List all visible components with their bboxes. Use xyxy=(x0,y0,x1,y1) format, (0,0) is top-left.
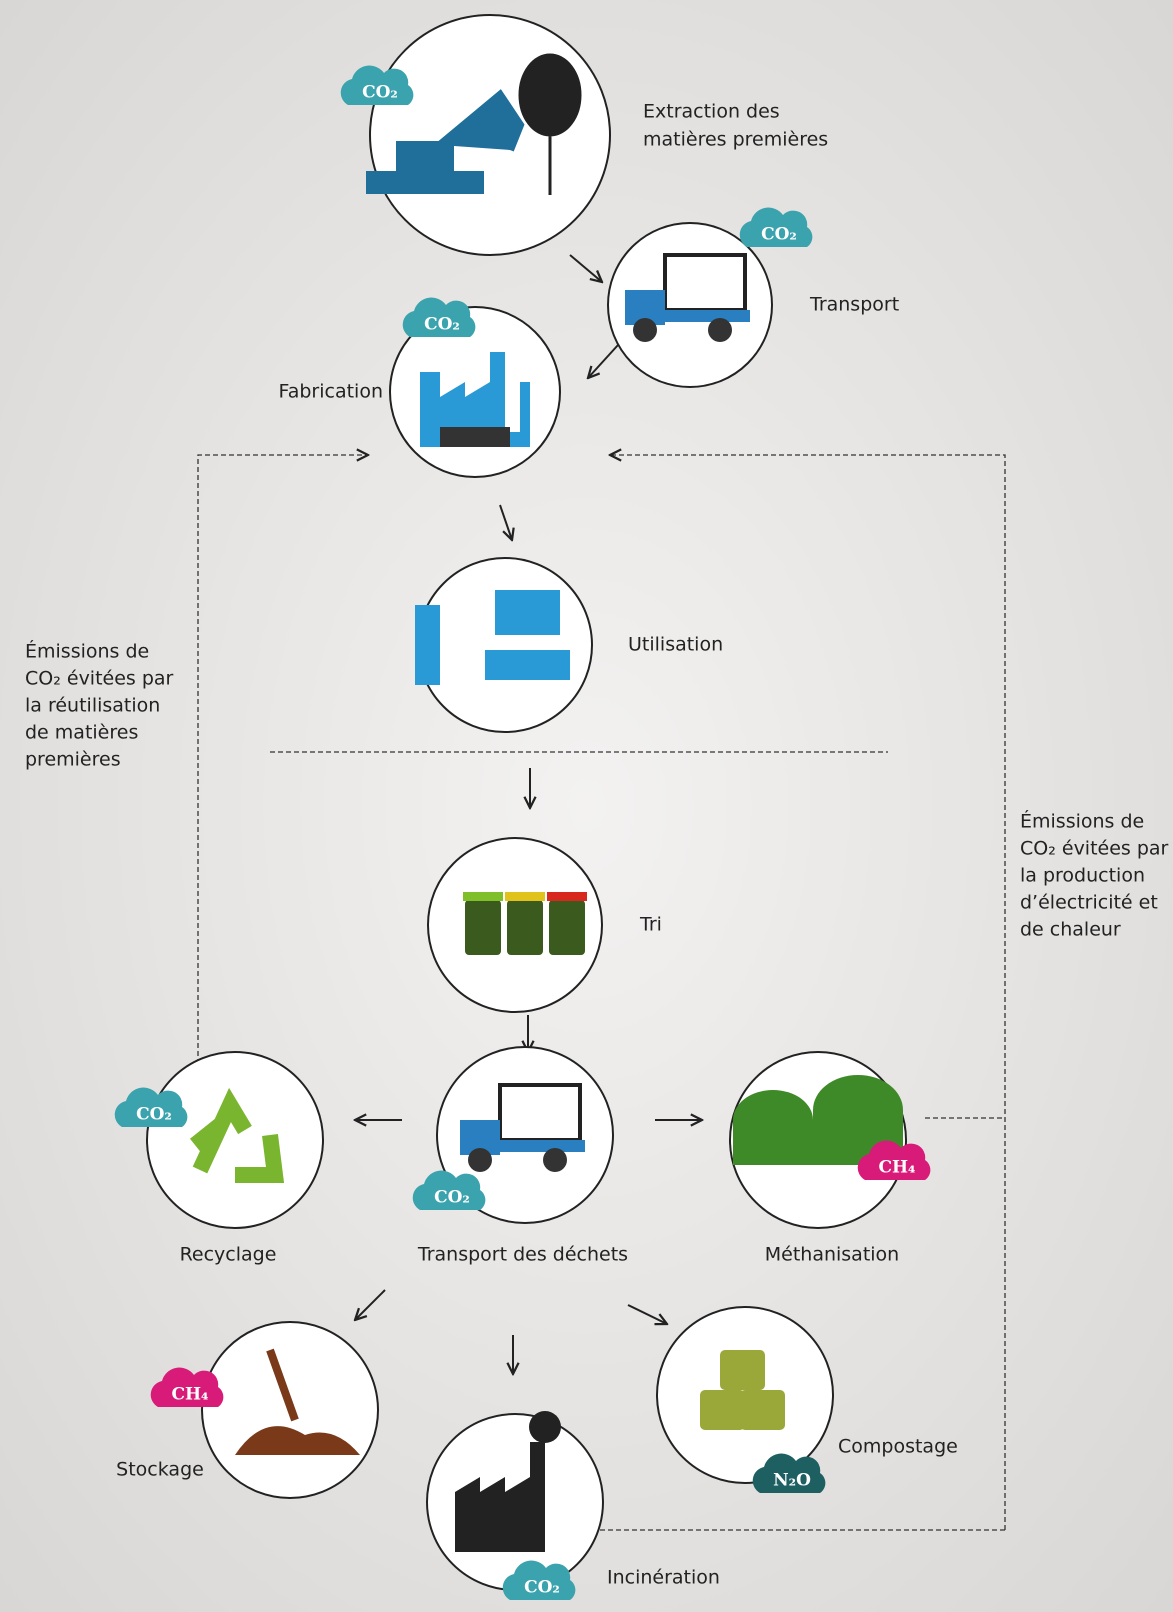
side-note: de matières xyxy=(25,722,138,744)
bin-lid xyxy=(547,892,587,901)
bin-icon xyxy=(465,900,501,955)
badge-text: CO₂ xyxy=(434,1188,470,1208)
compost-box xyxy=(700,1390,745,1430)
smoke-icon xyxy=(529,1411,561,1443)
bin-lid xyxy=(505,892,545,901)
side-note: de chaleur xyxy=(1020,919,1121,941)
node-label: Stockage xyxy=(116,1459,204,1481)
side-note: CO₂ évitées par xyxy=(1020,838,1169,860)
bin-lid xyxy=(463,892,503,901)
badge-text: CO₂ xyxy=(524,1578,560,1598)
screen-icon xyxy=(495,590,560,635)
badge-text: CH₄ xyxy=(171,1385,208,1405)
truck-bed xyxy=(495,1140,585,1152)
factory-base xyxy=(440,427,510,447)
badge-text: CO₂ xyxy=(362,83,398,103)
node-label: Transport xyxy=(809,294,899,316)
badge-text: CO₂ xyxy=(424,315,460,335)
truck-wheel xyxy=(708,318,732,342)
node-label: Recyclage xyxy=(180,1244,277,1266)
side-note: la production xyxy=(1020,865,1145,887)
badge-text: CH₄ xyxy=(878,1158,915,1178)
badge-text: N₂O xyxy=(773,1471,811,1491)
node-label: Compostage xyxy=(838,1436,958,1458)
chair-icon xyxy=(415,605,440,685)
truck-box xyxy=(500,1085,580,1140)
node-label: Incinération xyxy=(607,1567,720,1589)
node-label: Transport des déchets xyxy=(417,1244,628,1266)
side-note: Émissions de xyxy=(25,640,149,663)
side-note: Émissions de xyxy=(1020,810,1144,833)
compost-box xyxy=(740,1390,785,1430)
node-label: Fabrication xyxy=(279,381,383,403)
side-note: d’électricité et xyxy=(1020,892,1158,914)
truck-box xyxy=(665,255,745,310)
badge-text: CO₂ xyxy=(761,225,797,245)
side-note: la réutilisation xyxy=(25,695,160,717)
bin-icon xyxy=(507,900,543,955)
node-circle xyxy=(147,1052,323,1228)
bin-icon xyxy=(549,900,585,955)
node-label: Méthanisation xyxy=(765,1244,899,1266)
truck-wheel xyxy=(633,318,657,342)
diagram: Extraction des matières premières CO₂ Trans… xyxy=(0,0,1173,1612)
node-circle xyxy=(418,558,592,732)
node-label: Tri xyxy=(639,914,662,936)
truck-bed xyxy=(660,310,750,322)
tv-stand xyxy=(485,650,570,680)
node-label: matières premières xyxy=(643,129,828,151)
truck-wheel xyxy=(468,1148,492,1172)
side-note: premières xyxy=(25,749,121,771)
truck-wheel xyxy=(543,1148,567,1172)
node-label: Utilisation xyxy=(628,634,723,656)
node-label: Extraction des xyxy=(643,101,780,123)
compost-box xyxy=(720,1350,765,1390)
side-note: CO₂ évitées par xyxy=(25,668,174,690)
badge-text: CO₂ xyxy=(136,1105,172,1125)
